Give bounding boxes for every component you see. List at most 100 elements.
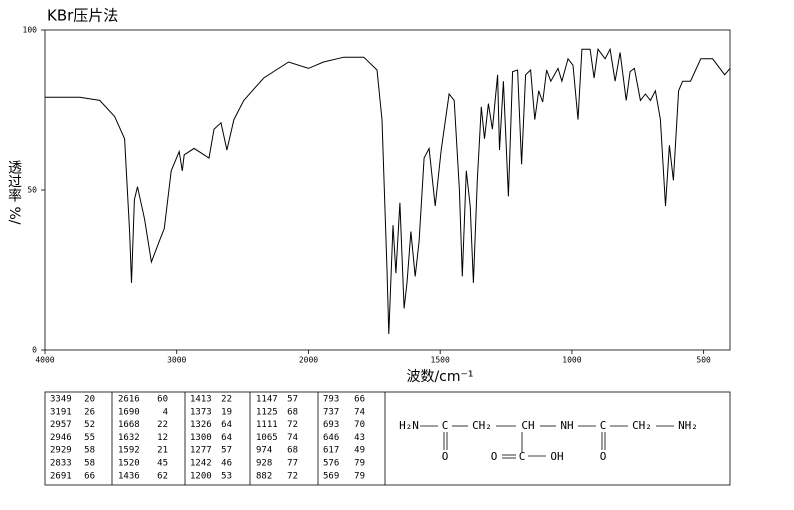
x-tick-label: 1000 xyxy=(562,356,581,365)
peak-wavenumber: 737 xyxy=(323,407,339,417)
structure-label: CH₂ xyxy=(472,419,492,432)
y-tick-label: 100 xyxy=(23,26,38,35)
peak-wavenumber: 1373 xyxy=(190,407,212,417)
peak-transmittance: 66 xyxy=(354,395,365,405)
peak-transmittance: 12 xyxy=(157,433,168,443)
x-tick-label: 3000 xyxy=(167,356,186,365)
x-axis-label: 波数/cm⁻¹ xyxy=(406,369,473,385)
peak-wavenumber: 2616 xyxy=(118,395,140,405)
peak-transmittance: 66 xyxy=(84,471,95,481)
peak-transmittance: 62 xyxy=(157,471,168,481)
structure-label: O xyxy=(491,450,498,463)
peak-transmittance: 49 xyxy=(354,446,365,456)
peak-transmittance: 46 xyxy=(221,459,232,469)
peak-wavenumber: 1690 xyxy=(118,407,140,417)
peak-wavenumber: 1326 xyxy=(190,420,212,430)
peak-wavenumber: 1592 xyxy=(118,446,140,456)
peak-transmittance: 19 xyxy=(221,407,232,417)
peak-wavenumber: 693 xyxy=(323,420,339,430)
peak-wavenumber: 3349 xyxy=(50,395,72,405)
peak-transmittance: 55 xyxy=(84,433,95,443)
peak-wavenumber: 2833 xyxy=(50,459,72,469)
peak-transmittance: 57 xyxy=(287,395,298,405)
peak-wavenumber: 2946 xyxy=(50,433,72,443)
x-tick-label: 500 xyxy=(696,356,711,365)
peak-transmittance: 52 xyxy=(84,420,95,430)
peak-transmittance: 79 xyxy=(354,471,365,481)
peak-wavenumber: 1520 xyxy=(118,459,140,469)
peak-transmittance: 4 xyxy=(163,407,168,417)
x-tick-label: 2000 xyxy=(299,356,318,365)
chart-title: KBr压片法 xyxy=(47,7,118,25)
y-tick-label: 50 xyxy=(27,186,37,195)
peak-wavenumber: 1436 xyxy=(118,471,140,481)
peak-wavenumber: 1242 xyxy=(190,459,212,469)
peak-wavenumber: 1632 xyxy=(118,433,140,443)
peak-wavenumber: 576 xyxy=(323,459,339,469)
structure-label: H₂N xyxy=(399,419,419,432)
structure-label: C xyxy=(600,419,607,432)
peak-transmittance: 74 xyxy=(287,433,298,443)
peak-wavenumber: 793 xyxy=(323,395,339,405)
structure-label: CH xyxy=(521,419,534,432)
structure-label: O xyxy=(442,450,449,463)
peak-wavenumber: 1277 xyxy=(190,446,212,456)
y-axis-label: 透过率 %/ xyxy=(6,160,22,225)
peak-wavenumber: 569 xyxy=(323,471,339,481)
peak-transmittance: 60 xyxy=(157,395,168,405)
x-tick-label: 1500 xyxy=(431,356,450,365)
peak-wavenumber: 928 xyxy=(256,459,272,469)
peak-wavenumber: 1200 xyxy=(190,471,212,481)
peak-transmittance: 74 xyxy=(354,407,365,417)
peak-transmittance: 58 xyxy=(84,459,95,469)
structure-label: CH₂ xyxy=(632,419,652,432)
peak-transmittance: 77 xyxy=(287,459,298,469)
peak-wavenumber: 2957 xyxy=(50,420,72,430)
structure-label: C xyxy=(519,450,526,463)
structure-label: O xyxy=(600,450,607,463)
table-dividers xyxy=(111,392,386,485)
x-tick-label: 4000 xyxy=(35,356,54,365)
peak-wavenumber: 646 xyxy=(323,433,339,443)
y-tick-label: 0 xyxy=(32,346,37,355)
peak-transmittance: 57 xyxy=(221,446,232,456)
peak-transmittance: 79 xyxy=(354,459,365,469)
peak-transmittance: 21 xyxy=(157,446,168,456)
peak-wavenumber: 1125 xyxy=(256,407,278,417)
peak-wavenumber: 617 xyxy=(323,446,339,456)
peak-wavenumber: 1300 xyxy=(190,433,212,443)
peak-transmittance: 64 xyxy=(221,420,232,430)
peak-transmittance: 43 xyxy=(354,433,365,443)
peak-wavenumber: 1147 xyxy=(256,395,278,405)
structure-label: C xyxy=(442,419,449,432)
peak-transmittance: 20 xyxy=(84,395,95,405)
peak-wavenumber: 3191 xyxy=(50,407,72,417)
structure-bonds xyxy=(420,425,674,459)
peak-wavenumber: 1065 xyxy=(256,433,278,443)
peak-transmittance: 26 xyxy=(84,407,95,417)
peak-transmittance: 70 xyxy=(354,420,365,430)
peak-transmittance: 68 xyxy=(287,407,298,417)
peak-transmittance: 45 xyxy=(157,459,168,469)
structure-label: NH₂ xyxy=(678,419,698,432)
peak-transmittance: 22 xyxy=(221,395,232,405)
spectrum-line xyxy=(45,47,731,335)
peak-wavenumber: 1413 xyxy=(190,395,212,405)
peak-transmittance: 64 xyxy=(221,433,232,443)
structure-label: NH xyxy=(560,419,573,432)
peak-wavenumber: 1668 xyxy=(118,420,140,430)
peak-wavenumber: 2691 xyxy=(50,471,72,481)
peak-wavenumber: 2929 xyxy=(50,446,72,456)
peak-transmittance: 58 xyxy=(84,446,95,456)
peak-wavenumber: 974 xyxy=(256,446,272,456)
table-frame xyxy=(44,391,731,486)
peak-transmittance: 22 xyxy=(157,420,168,430)
peak-transmittance: 53 xyxy=(221,471,232,481)
peak-transmittance: 68 xyxy=(287,446,298,456)
peak-wavenumber: 1111 xyxy=(256,420,278,430)
peak-transmittance: 72 xyxy=(287,471,298,481)
structure-label: OH xyxy=(550,450,563,463)
peak-transmittance: 72 xyxy=(287,420,298,430)
